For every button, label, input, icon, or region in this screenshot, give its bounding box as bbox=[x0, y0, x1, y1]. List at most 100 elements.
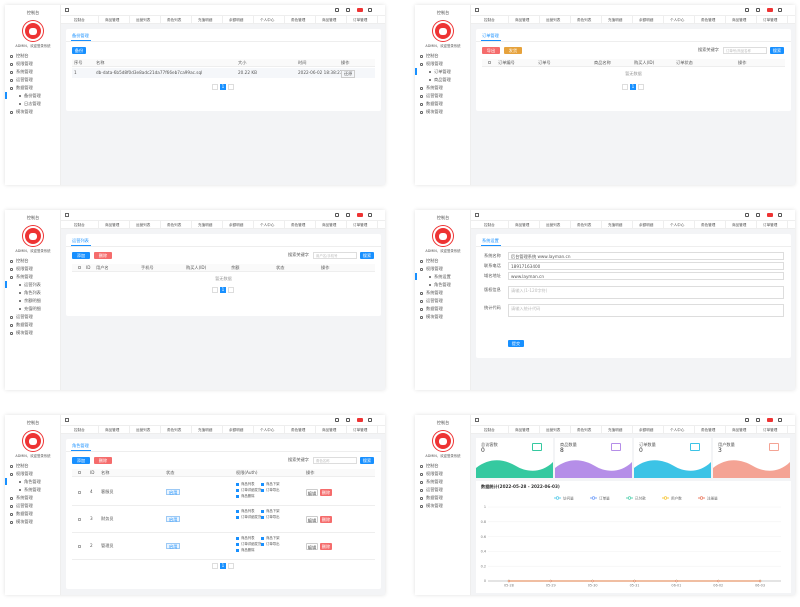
button[interactable]: 编辑 bbox=[306, 516, 318, 523]
menu-icon[interactable] bbox=[420, 94, 423, 98]
toolbar-button[interactable] bbox=[756, 8, 760, 12]
tab[interactable]: 余额明细 bbox=[634, 426, 664, 433]
tab-label[interactable]: 余额明细 bbox=[229, 18, 244, 22]
tab-bar[interactable]: 控制台 商品管理 运营列表 角色列表 充值明细 余额明细 个人中心 角色管理 商品管理 订单管理 bbox=[61, 15, 385, 24]
menu-icon[interactable] bbox=[10, 110, 13, 114]
tab-label[interactable]: 角色管理 bbox=[291, 223, 306, 227]
toolbar-button[interactable] bbox=[778, 213, 782, 217]
tab[interactable]: 控制台 bbox=[479, 221, 509, 228]
menu-icon[interactable] bbox=[10, 504, 13, 508]
menu-toggle-button[interactable] bbox=[475, 213, 479, 217]
toolbar-button[interactable] bbox=[357, 8, 363, 12]
menu-item[interactable]: 运营管理 bbox=[16, 314, 33, 319]
tab-label[interactable]: 商品管理 bbox=[732, 18, 747, 22]
tab-label[interactable]: 角色列表 bbox=[167, 428, 182, 432]
tab[interactable]: 商品管理 bbox=[727, 426, 757, 433]
menu-icon[interactable] bbox=[420, 307, 423, 311]
menu-item[interactable]: 控制台 bbox=[426, 463, 439, 468]
menu-icon[interactable] bbox=[420, 472, 423, 476]
tab[interactable]: 商品管理 bbox=[510, 426, 540, 433]
tab[interactable]: 充值明细 bbox=[603, 16, 633, 23]
card-tab-underline[interactable] bbox=[71, 450, 91, 451]
tab[interactable]: 商品管理 bbox=[100, 16, 130, 23]
button-label[interactable]: 删除 bbox=[98, 457, 108, 463]
toolbar-button[interactable] bbox=[778, 418, 782, 422]
menu-item[interactable]: 权限管理 bbox=[16, 266, 33, 271]
menu-item[interactable]: 模块管理 bbox=[426, 503, 443, 508]
tab[interactable]: 余额明细 bbox=[224, 426, 254, 433]
tab[interactable]: 角色管理 bbox=[696, 16, 726, 23]
menu-icon[interactable] bbox=[10, 472, 13, 476]
tab-label[interactable]: 控制台 bbox=[484, 18, 495, 22]
tab-label[interactable]: 角色列表 bbox=[167, 223, 182, 227]
menu-icon[interactable] bbox=[10, 512, 13, 516]
menu-toggle-button[interactable] bbox=[475, 8, 479, 12]
tab[interactable]: 个人中心 bbox=[255, 16, 285, 23]
menu-icon[interactable] bbox=[420, 464, 423, 468]
tab[interactable]: 充值明细 bbox=[193, 16, 223, 23]
submenu-item[interactable]: 订单管理 bbox=[434, 69, 451, 74]
button[interactable]: 删除 bbox=[320, 543, 332, 550]
menu-item[interactable]: 模块管理 bbox=[16, 519, 33, 524]
tab-bar[interactable]: 控制台 商品管理 运营列表 角色列表 充值明细 余额明细 个人中心 角色管理 商品管理 订单管理 bbox=[61, 220, 385, 229]
tab[interactable]: 角色管理 bbox=[286, 221, 316, 228]
page-number[interactable]: 1 bbox=[221, 287, 225, 292]
tab[interactable]: 控制台 bbox=[69, 16, 99, 23]
tab-label[interactable]: 商品管理 bbox=[732, 428, 747, 432]
tab-label[interactable]: 个人中心 bbox=[260, 223, 275, 227]
toolbar-button[interactable] bbox=[767, 418, 773, 422]
button-label[interactable]: 搜索 bbox=[362, 252, 372, 258]
submenu-dot[interactable] bbox=[19, 308, 21, 310]
tab[interactable]: 运营列表 bbox=[541, 426, 571, 433]
toolbar-button[interactable] bbox=[346, 8, 350, 12]
tab[interactable]: 角色列表 bbox=[572, 16, 602, 23]
tab-label[interactable]: 商品管理 bbox=[105, 223, 120, 227]
button[interactable]: 删除 bbox=[94, 457, 112, 464]
menu-item[interactable]: 权限管理 bbox=[426, 266, 443, 271]
menu-item[interactable]: 运营管理 bbox=[426, 298, 443, 303]
button-label[interactable]: 编辑 bbox=[307, 490, 317, 496]
page-button[interactable]: 1 bbox=[220, 563, 226, 569]
button-label[interactable]: 发货 bbox=[508, 47, 518, 53]
tab-label[interactable]: 商品管理 bbox=[105, 18, 120, 22]
button[interactable]: 备份 bbox=[72, 47, 86, 54]
submenu-item[interactable]: 充值明细 bbox=[24, 306, 41, 311]
toolbar-button[interactable] bbox=[357, 418, 363, 422]
menu-item[interactable]: 控制台 bbox=[426, 53, 439, 58]
submenu-item[interactable]: 角色列表 bbox=[24, 290, 41, 295]
menu-icon[interactable] bbox=[420, 259, 423, 263]
tab[interactable]: 个人中心 bbox=[665, 426, 695, 433]
tab-label[interactable]: 控制台 bbox=[484, 428, 495, 432]
menu-icon[interactable] bbox=[10, 496, 13, 500]
tab-label[interactable]: 余额明细 bbox=[639, 18, 654, 22]
button-label[interactable]: 编辑 bbox=[307, 544, 317, 550]
tab-bar[interactable]: 控制台 商品管理 运营列表 角色列表 充值明细 余额明细 个人中心 角色管理 商品管理 订单管理 bbox=[471, 220, 795, 229]
tab-label[interactable]: 控制台 bbox=[74, 223, 85, 227]
page-next-button[interactable] bbox=[228, 563, 234, 569]
tab-label[interactable]: 角色列表 bbox=[577, 223, 592, 227]
tab-label[interactable]: 商品管理 bbox=[515, 18, 530, 22]
tab-label[interactable]: 角色列表 bbox=[577, 428, 592, 432]
tab[interactable]: 余额明细 bbox=[634, 16, 664, 23]
toolbar-button[interactable] bbox=[767, 8, 773, 12]
menu-item[interactable]: 系统管理 bbox=[16, 69, 33, 74]
tab-label[interactable]: 订单管理 bbox=[763, 428, 778, 432]
submenu-item[interactable]: 系统管理 bbox=[24, 487, 41, 492]
status-button[interactable]: 启用 bbox=[166, 516, 181, 522]
menu-icon[interactable] bbox=[10, 464, 13, 468]
page-number[interactable]: 1 bbox=[631, 84, 635, 89]
table-cell[interactable]: 1 bbox=[74, 70, 77, 75]
menu-item[interactable]: 运营管理 bbox=[16, 77, 33, 82]
button-label[interactable]: 添加 bbox=[76, 252, 86, 258]
menu-icon[interactable] bbox=[420, 86, 423, 90]
card-tab-underline[interactable] bbox=[71, 245, 91, 246]
button-label[interactable]: 导出 bbox=[486, 47, 496, 53]
page-prev-button[interactable] bbox=[622, 84, 628, 90]
tab[interactable]: 商品管理 bbox=[727, 16, 757, 23]
submenu-item[interactable]: 角色管理 bbox=[434, 282, 451, 287]
page-prev-button[interactable] bbox=[212, 563, 218, 569]
tab[interactable]: 控制台 bbox=[479, 426, 509, 433]
toolbar-button[interactable] bbox=[335, 8, 339, 12]
page-next-button[interactable] bbox=[228, 287, 234, 293]
table-cell[interactable]: 20.22 KB bbox=[238, 70, 257, 75]
